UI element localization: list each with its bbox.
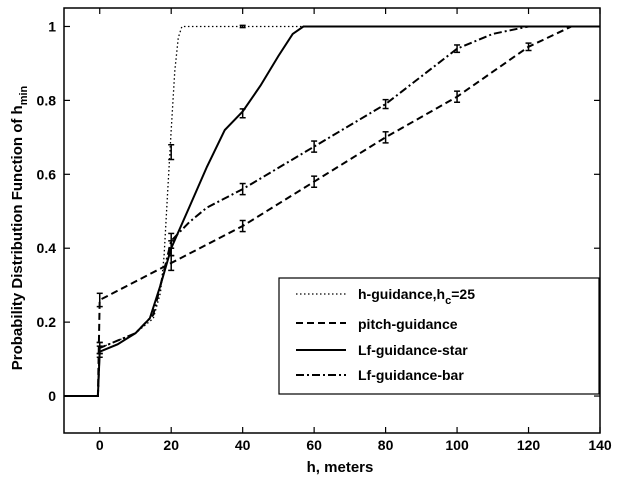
y-tick-label: 0.8	[37, 92, 57, 108]
y-tick-label: 0	[48, 388, 56, 404]
y-tick-label: 0.2	[37, 314, 57, 330]
plot-area	[64, 24, 600, 397]
legend: h-guidance,hc=25 pitch-guidance Lf-guida…	[278, 277, 600, 395]
legend-label-h-guidance-sub: c	[445, 295, 451, 307]
error-bar-pitch-guidance-0	[96, 292, 103, 308]
error-bar-lf-guidance-bar-1	[168, 232, 175, 249]
legend-label-lf-guidance-bar: Lf-guidance-bar	[358, 367, 464, 383]
error-bar-h-guidance-h-25-1	[168, 143, 175, 161]
error-bar-pitch-guidance-6	[525, 42, 532, 52]
error-bar-pitch-guidance-5	[454, 90, 461, 103]
y-tick-label: 0.6	[37, 166, 57, 182]
axes: 0 20 40 60 80 100 120 140 0 0.2 0.4 0.6 0.8 1	[37, 7, 612, 453]
error-bar-lf-guidance-bar-2	[239, 182, 246, 196]
y-axis-label-subscript: min	[18, 85, 30, 105]
y-axis-label: Probability Distribution Function of hmi…	[9, 85, 30, 370]
error-bar-lf-guidance-bar-4	[382, 98, 389, 110]
x-tick-label: 100	[445, 437, 469, 453]
error-bar-h-guidance-h-25-2	[239, 24, 246, 29]
series-line-lf-guidance-star	[64, 25, 600, 397]
x-tick-label: 0	[96, 437, 104, 453]
error-bar-lf-guidance-bar-3	[311, 140, 318, 153]
legend-label-h-guidance-main: h-guidance,h	[358, 286, 445, 302]
error-bar-lf-guidance-bar-0	[96, 341, 103, 355]
series-line-pitch-guidance	[64, 25, 600, 397]
y-axis-label-main: Probability Distribution Function of h	[9, 105, 26, 370]
error-bar-lf-guidance-star-2	[239, 108, 246, 119]
legend-label-h-guidance: h-guidance,hc=25	[358, 286, 475, 307]
error-bar-pitch-guidance-3	[311, 175, 318, 188]
x-tick-label: 60	[306, 437, 322, 453]
legend-label-pitch-guidance: pitch-guidance	[358, 316, 458, 332]
legend-samples	[296, 293, 346, 376]
x-tick-label: 80	[378, 437, 394, 453]
y-tick-label: 0.4	[37, 240, 57, 256]
x-tick-label: 120	[517, 437, 541, 453]
legend-label-h-guidance-tail: =25	[451, 286, 475, 302]
error-bar-pitch-guidance-2	[239, 219, 246, 233]
x-tick-label: 140	[588, 437, 612, 453]
x-tick-label: 40	[235, 437, 251, 453]
axes-frame	[63, 7, 601, 434]
legend-label-lf-guidance-star: Lf-guidance-star	[358, 342, 468, 358]
x-tick-label: 20	[163, 437, 179, 453]
error-bar-lf-guidance-bar-5	[454, 44, 461, 54]
x-axis-label: h, meters	[307, 459, 374, 476]
series-line-lf-guidance-bar	[64, 25, 600, 397]
y-tick-label: 1	[48, 18, 56, 34]
error-bar-pitch-guidance-4	[382, 131, 389, 144]
